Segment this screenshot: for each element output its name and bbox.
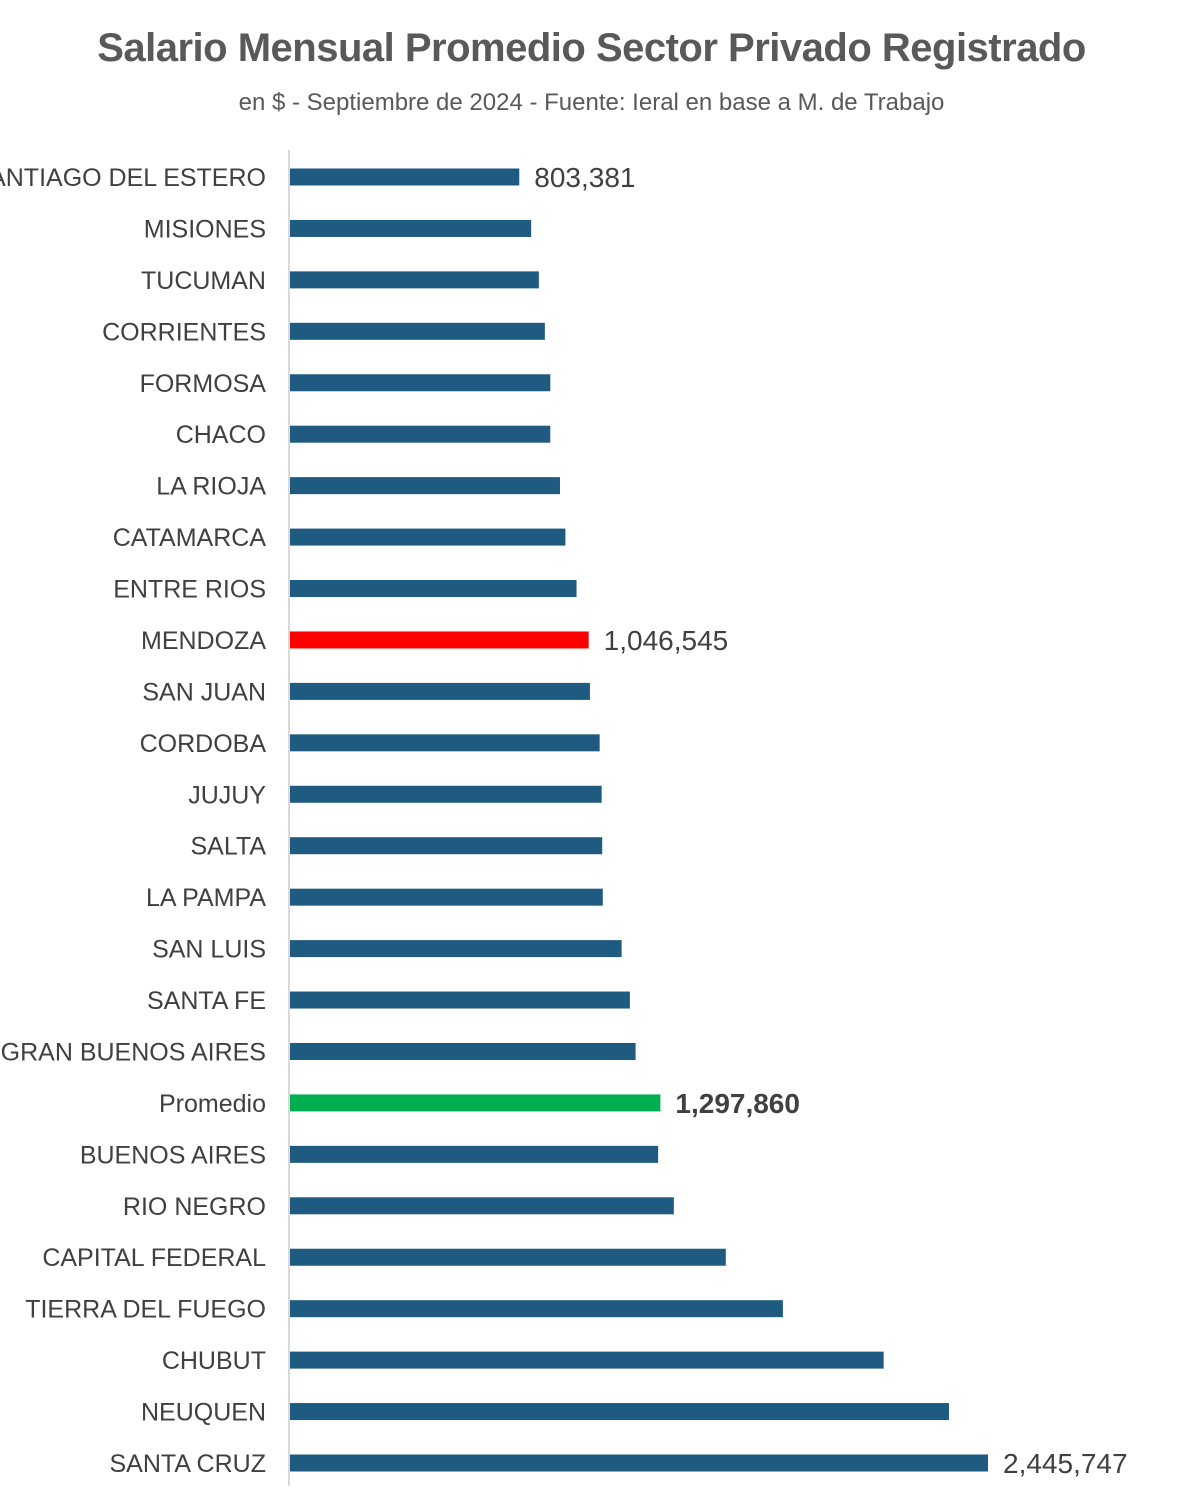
bar <box>290 1454 988 1472</box>
bar <box>290 631 589 649</box>
bar <box>290 425 551 443</box>
bar <box>290 1197 674 1215</box>
category-label: FORMOSA <box>140 370 267 398</box>
bar <box>290 374 551 392</box>
category-label: GRAN BUENOS AIRES <box>1 1038 266 1066</box>
data-label: 1,297,860 <box>675 1088 800 1119</box>
bar <box>290 991 630 1009</box>
chart-title: Salario Mensual Promedio Sector Privado … <box>97 26 1086 70</box>
category-label: JUJUY <box>188 781 266 809</box>
bar <box>290 1300 783 1318</box>
category-label: CHUBUT <box>162 1347 266 1375</box>
category-label: RIO NEGRO <box>123 1193 266 1221</box>
category-label: LA PAMPA <box>146 884 266 912</box>
category-label: SAN JUAN <box>142 678 266 706</box>
bar <box>290 837 603 855</box>
category-label: CHACO <box>176 421 266 449</box>
bar <box>290 219 532 237</box>
bar <box>290 528 566 546</box>
category-label: SAN LUIS <box>152 936 266 964</box>
category-label: BUENOS AIRES <box>80 1141 266 1169</box>
category-label: SALTA <box>191 833 267 861</box>
bar <box>290 1145 659 1163</box>
category-label: SANTA FE <box>147 987 266 1015</box>
category-label: LA RIOJA <box>156 473 266 501</box>
category-label: NEUQUEN <box>141 1399 266 1427</box>
category-label: ENTRE RIOS <box>113 576 266 604</box>
bar <box>290 785 602 803</box>
bar <box>290 734 600 752</box>
category-label: Promedio <box>159 1090 266 1118</box>
bar <box>290 580 577 598</box>
category-label: MISIONES <box>144 215 266 243</box>
chart-subtitle: en $ - Septiembre de 2024 - Fuente: Iera… <box>238 89 945 116</box>
bar <box>290 1248 726 1266</box>
bar <box>290 1094 661 1112</box>
bar <box>290 322 545 340</box>
bar <box>290 1403 949 1421</box>
category-label: SANTA CRUZ <box>110 1450 267 1478</box>
data-label: 2,445,747 <box>1003 1448 1128 1479</box>
bar <box>290 888 603 906</box>
bar <box>290 1351 884 1369</box>
bar <box>290 682 590 700</box>
category-label: CORRIENTES <box>102 318 266 346</box>
category-label: MENDOZA <box>141 627 266 655</box>
category-label: CORDOBA <box>140 730 267 758</box>
data-label: 1,046,545 <box>604 625 729 656</box>
category-label: CAPITAL FEDERAL <box>42 1244 266 1272</box>
bar <box>290 477 560 495</box>
category-label: TIERRA DEL FUEGO <box>25 1296 266 1324</box>
bar <box>290 1042 636 1060</box>
data-label: 803,381 <box>534 162 635 193</box>
category-label: TUCUMAN <box>141 267 266 295</box>
category-label: CATAMARCA <box>113 524 267 552</box>
bar <box>290 940 622 958</box>
category-label: SANTIAGO DEL ESTERO <box>0 164 266 192</box>
bar <box>290 168 520 186</box>
bar <box>290 271 539 289</box>
